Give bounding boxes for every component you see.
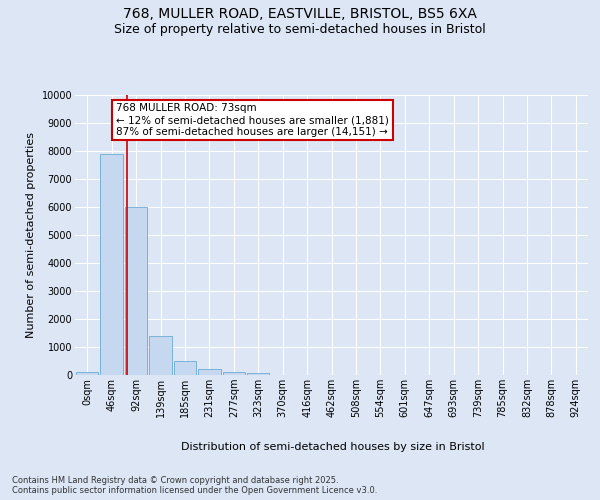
Bar (247, 374, 269, 375)
Text: 768 MULLER ROAD: 73sqm
← 12% of semi-detached houses are smaller (1,881)
87% of : 768 MULLER ROAD: 73sqm ← 12% of semi-det… (116, 104, 389, 136)
Y-axis label: Number of semi-detached properties: Number of semi-detached properties (26, 132, 36, 338)
Text: Size of property relative to semi-detached houses in Bristol: Size of property relative to semi-detach… (114, 22, 486, 36)
Text: Distribution of semi-detached houses by size in Bristol: Distribution of semi-detached houses by … (181, 442, 485, 452)
Text: 768, MULLER ROAD, EASTVILLE, BRISTOL, BS5 6XA: 768, MULLER ROAD, EASTVILLE, BRISTOL, BS… (123, 8, 477, 22)
Bar (76, 372, 98, 375)
Bar (125, 207, 148, 375)
Bar (100, 154, 123, 375)
Bar (198, 369, 221, 375)
Bar (149, 336, 172, 375)
Bar (223, 372, 245, 375)
Text: Contains HM Land Registry data © Crown copyright and database right 2025.
Contai: Contains HM Land Registry data © Crown c… (12, 476, 377, 495)
Bar (173, 361, 196, 375)
